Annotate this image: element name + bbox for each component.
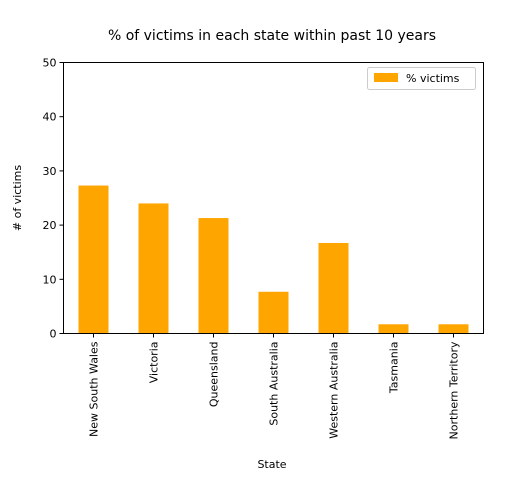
bars [78, 185, 469, 334]
bar [198, 218, 229, 334]
y-tick-label: 50 [43, 57, 57, 70]
bar [438, 324, 469, 334]
chart-title: % of victims in each state within past 1… [108, 28, 436, 44]
y-tick-label: 0 [50, 328, 57, 341]
y-tick-label: 30 [43, 165, 57, 178]
bar [318, 242, 349, 334]
y-axis-label: # of victims [11, 165, 24, 232]
x-tick-label: Northern Territory [448, 341, 461, 439]
y-tick-label: 40 [43, 111, 57, 124]
legend-swatch [374, 73, 398, 82]
x-axis-label: State [257, 458, 286, 471]
legend: % victims [367, 67, 476, 90]
x-tick-label: New South Wales [88, 341, 101, 437]
plot-frame [63, 62, 484, 334]
bar [378, 324, 409, 334]
y-tick-label: 20 [43, 219, 57, 232]
x-tick-label: South Australia [268, 342, 281, 426]
bar [78, 185, 109, 334]
x-tick-label: Victoria [148, 342, 161, 384]
x-tick-label: Tasmania [388, 342, 401, 395]
bar [138, 203, 169, 334]
y-axis-ticks: 0 10 20 30 40 50 [43, 57, 64, 341]
x-tick-label: Queensland [208, 342, 221, 408]
x-axis-ticks: New South Wales Victoria Queensland South A… [88, 333, 461, 439]
bar [258, 291, 289, 334]
x-tick-label: Western Australia [328, 342, 341, 439]
legend-label: % victims [406, 72, 460, 85]
y-tick-label: 10 [43, 273, 57, 286]
